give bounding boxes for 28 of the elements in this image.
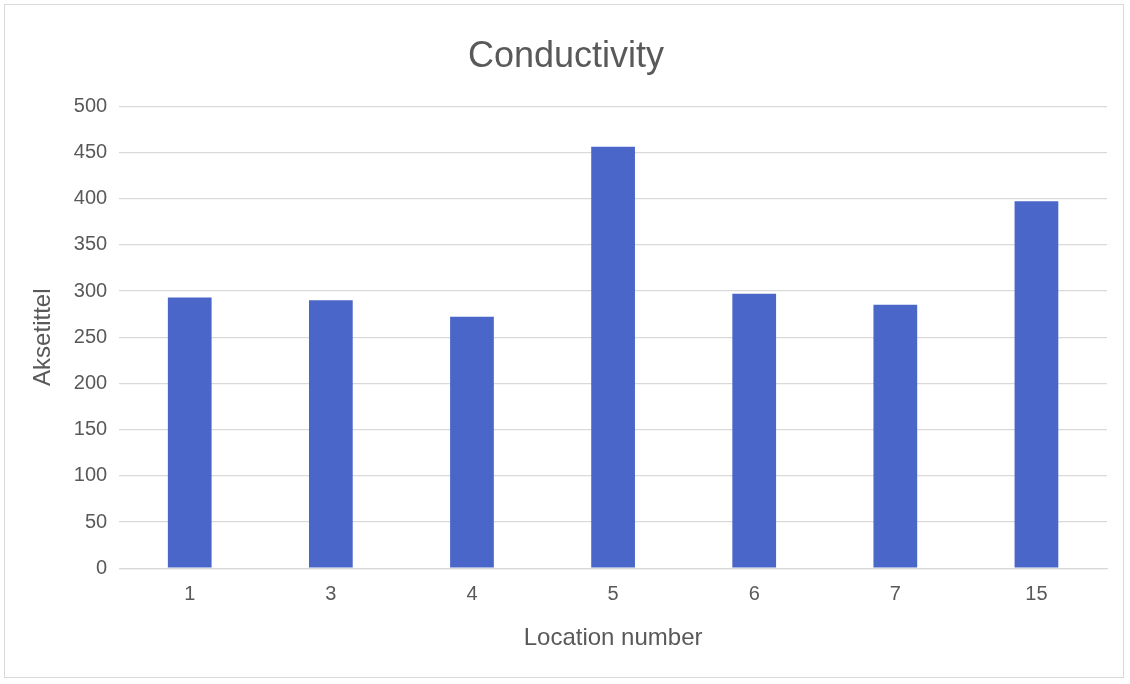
y-tick-label: 50 [84,509,108,532]
y-tick-label: 250 [73,324,108,347]
bar [1014,201,1059,568]
y-tick-label: 200 [73,370,108,393]
x-tick-label: 15 [1025,581,1048,604]
bar [732,293,777,568]
bar [450,316,494,568]
chart-title: Conductivity [467,33,665,75]
y-tick-label: 500 [73,93,108,116]
bar [308,300,353,568]
x-tick-label: 7 [889,581,901,604]
bar [167,297,212,568]
y-tick-label: 450 [73,139,108,162]
y-axis-title: Aksetittel [28,288,56,386]
x-tick-label: 3 [325,581,337,604]
y-tick-label: 100 [73,463,108,486]
x-tick-label: 1 [184,581,196,604]
bar [873,304,918,568]
y-tick-label: 400 [73,186,108,209]
x-tick-label: 6 [748,581,760,604]
y-tick-label: 350 [73,232,108,255]
x-axis-title: Location number [523,623,703,651]
y-tick-label: 300 [73,278,108,301]
x-tick-label: 4 [466,581,478,604]
x-tick-label: 5 [607,581,619,604]
y-tick-label: 150 [73,417,108,440]
y-tick-label: 0 [96,555,108,578]
bar [591,146,635,568]
